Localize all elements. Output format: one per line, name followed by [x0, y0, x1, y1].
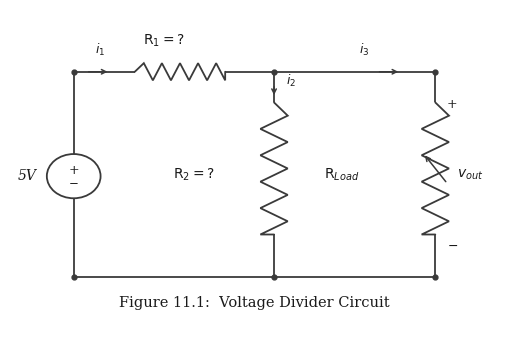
Text: −: −	[69, 176, 79, 189]
Text: $v_{out}$: $v_{out}$	[457, 167, 484, 182]
Text: $i_1$: $i_1$	[96, 42, 106, 58]
Text: $\mathrm{R}_{1} = ?$: $\mathrm{R}_{1} = ?$	[143, 32, 185, 49]
Text: $\mathrm{R}_{2} = ?$: $\mathrm{R}_{2} = ?$	[173, 166, 214, 183]
Text: $i_2$: $i_2$	[286, 72, 296, 89]
Text: 5V: 5V	[18, 169, 37, 183]
Text: Figure 11.1:  Voltage Divider Circuit: Figure 11.1: Voltage Divider Circuit	[119, 296, 390, 310]
Text: +: +	[68, 164, 79, 177]
Text: $i_3$: $i_3$	[359, 42, 370, 58]
Text: $-$: $-$	[447, 239, 458, 252]
Text: $\mathrm{R}_{Load}$: $\mathrm{R}_{Load}$	[324, 166, 359, 183]
Text: +: +	[447, 98, 458, 110]
